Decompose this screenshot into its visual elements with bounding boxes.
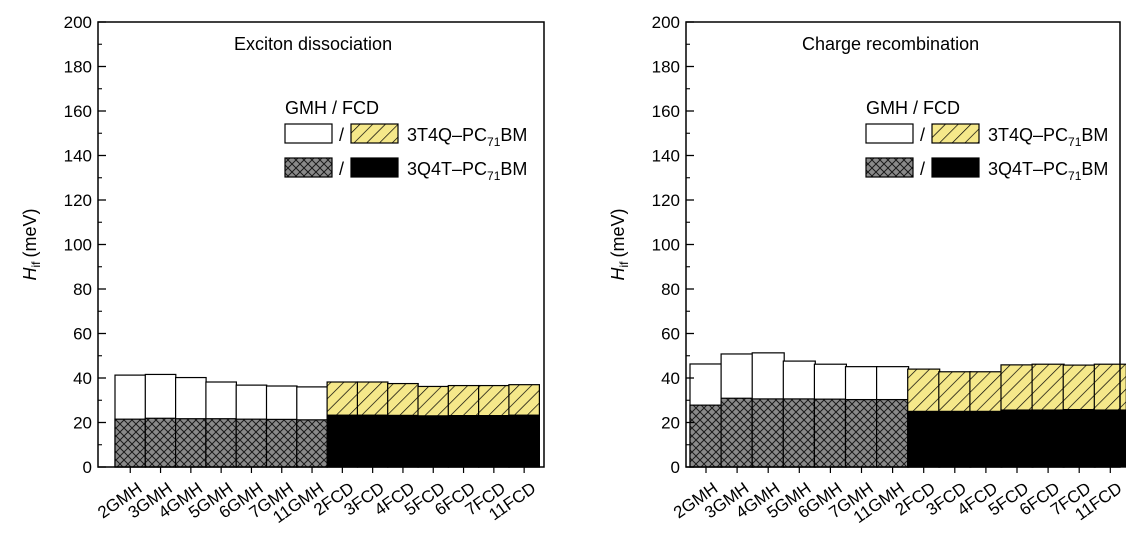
y-tick-label: 0 bbox=[83, 458, 92, 477]
bar-3q4t-2gmh bbox=[114, 418, 147, 468]
legend-label-3q4t: 3Q4T–PC71BM bbox=[407, 159, 527, 183]
bar-3q4t-11gmh bbox=[875, 398, 910, 468]
bar-3q4t-4gmh bbox=[175, 418, 207, 468]
legend-swatch-gmh-3t4q bbox=[284, 123, 333, 144]
x-axis: 2GMH3GMH4GMH5GMH6GMH7GMH11GMH2FCD3FCD4FC… bbox=[94, 467, 539, 527]
bar-3q4t-2fcd bbox=[907, 410, 941, 468]
y-axis: 0 20 40 60 80 100 120 140 160 180 200 bbox=[64, 13, 106, 477]
y-tick-label: 160 bbox=[652, 102, 680, 121]
bar-3q4t-3fcd bbox=[356, 414, 389, 468]
legend-separator: / bbox=[339, 125, 344, 145]
y-axis: 0 20 40 60 80 100 120 140 160 180 200 bbox=[652, 13, 694, 477]
y-tick-label: 0 bbox=[671, 458, 680, 477]
legend-label-3q4t: 3Q4T–PC71BM bbox=[988, 159, 1108, 183]
legend-title: GMH / FCD bbox=[285, 98, 379, 118]
legend: GMH / FCD / 3T4Q–PC71BM / 3Q4T–PC71BM bbox=[865, 98, 1108, 183]
legend-swatch-gmh-3q4t bbox=[865, 157, 914, 178]
bar-group bbox=[689, 352, 1126, 468]
y-tick-label: 160 bbox=[64, 102, 92, 121]
plot-frame bbox=[685, 21, 1121, 468]
legend-swatch-fcd-3t4q bbox=[350, 123, 399, 144]
legend-swatch-gmh-3t4q bbox=[865, 123, 914, 144]
legend: GMH / FCD / 3T4Q–PC71BM / 3Q4T–PC71BM bbox=[284, 98, 527, 183]
legend-label-3t4q: 3T4Q–PC71BM bbox=[988, 125, 1108, 149]
bar-3q4t-3fcd bbox=[938, 410, 972, 468]
x-axis: 2GMH3GMH4GMH5GMH6GMH7GMH11GMH2FCD3FCD4FC… bbox=[670, 467, 1125, 527]
y-tick-label: 100 bbox=[652, 236, 680, 255]
y-tick-label: 80 bbox=[73, 280, 92, 299]
bar-3q4t-7gmh bbox=[265, 418, 298, 468]
y-tick-label: 120 bbox=[652, 191, 680, 210]
bar-3q4t-11fcd bbox=[508, 414, 540, 468]
bar-3q4t-5fcd bbox=[1000, 409, 1034, 468]
bar-3q4t-2fcd bbox=[326, 414, 359, 468]
y-axis-label: Hif(meV) bbox=[20, 209, 43, 281]
legend-title: GMH / FCD bbox=[866, 98, 960, 118]
y-tick-label: 40 bbox=[73, 369, 92, 388]
y-tick-label: 140 bbox=[64, 147, 92, 166]
bar-3q4t-7gmh bbox=[844, 398, 879, 468]
bar-3q4t-7fcd bbox=[478, 415, 510, 468]
bar-3q4t-3gmh bbox=[720, 397, 754, 468]
chart-panel-exciton-dissociation: 0 20 40 60 80 100 120 140 160 180 200 2GMH3GMH4GMH… bbox=[20, 13, 545, 527]
bar-3q4t-5fcd bbox=[417, 415, 450, 468]
chart-title: Charge recombination bbox=[802, 34, 979, 54]
bar-3q4t-4gmh bbox=[751, 398, 785, 468]
plot-frame bbox=[97, 21, 545, 468]
bar-3q4t-4fcd bbox=[969, 410, 1003, 468]
legend-swatch-fcd-3t4q bbox=[931, 123, 980, 144]
bar-3q4t-2gmh bbox=[689, 404, 723, 468]
bar-3q4t-6gmh bbox=[813, 398, 848, 468]
y-tick-label: 60 bbox=[73, 325, 92, 344]
chart-title: Exciton dissociation bbox=[234, 34, 392, 54]
bar-3q4t-7fcd bbox=[1062, 408, 1096, 468]
bar-3q4t-5gmh bbox=[782, 398, 816, 468]
y-tick-label: 140 bbox=[652, 147, 680, 166]
y-tick-label: 120 bbox=[64, 191, 92, 210]
y-tick-label: 40 bbox=[661, 369, 680, 388]
bar-3q4t-6fcd bbox=[447, 415, 480, 468]
y-tick-label: 20 bbox=[661, 414, 680, 433]
chart-panel-charge-recombination: 0 20 40 60 80 100 120 140 160 180 200 2GMH3GMH4GMH… bbox=[608, 13, 1126, 527]
legend-separator: / bbox=[920, 159, 925, 179]
bar-3q4t-3gmh bbox=[144, 417, 177, 468]
legend-swatch-gmh-3q4t bbox=[284, 157, 333, 178]
bar-3q4t-11gmh bbox=[296, 419, 328, 468]
y-tick-label: 200 bbox=[64, 13, 92, 32]
legend-label-3t4q: 3T4Q–PC71BM bbox=[407, 125, 527, 149]
y-tick-label: 200 bbox=[652, 13, 680, 32]
bar-3q4t-4fcd bbox=[387, 414, 419, 468]
y-tick-label: 180 bbox=[64, 58, 92, 77]
y-tick-label: 60 bbox=[661, 325, 680, 344]
bar-3q4t-6gmh bbox=[235, 418, 268, 468]
y-axis-label: Hif(meV) bbox=[608, 209, 631, 281]
y-tick-label: 100 bbox=[64, 236, 92, 255]
legend-swatch-fcd-3q4t bbox=[350, 157, 399, 178]
y-tick-label: 180 bbox=[652, 58, 680, 77]
bar-group bbox=[114, 373, 540, 468]
y-tick-label: 20 bbox=[73, 414, 92, 433]
bar-3q4t-11fcd bbox=[1093, 409, 1126, 468]
legend-separator: / bbox=[920, 125, 925, 145]
legend-separator: / bbox=[339, 159, 344, 179]
y-tick-label: 80 bbox=[661, 280, 680, 299]
bar-3q4t-6fcd bbox=[1031, 409, 1065, 468]
bar-3q4t-5gmh bbox=[205, 418, 237, 468]
legend-swatch-fcd-3q4t bbox=[931, 157, 980, 178]
